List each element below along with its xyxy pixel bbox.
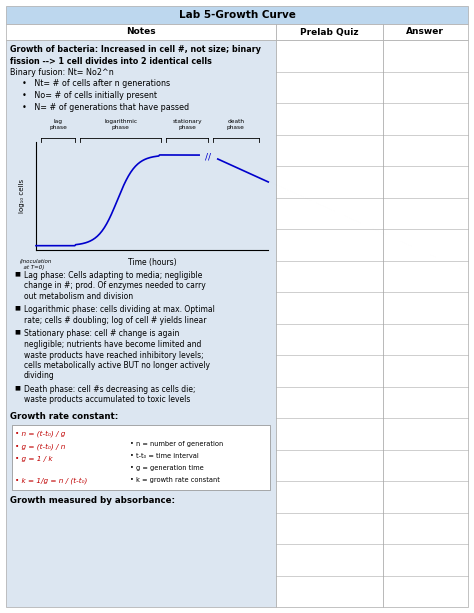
Text: •   N= # of generations that have passed: • N= # of generations that have passed xyxy=(22,102,189,112)
Text: stationary
phase: stationary phase xyxy=(172,119,202,130)
Bar xyxy=(383,40,468,607)
Text: Growth measured by absorbance:: Growth measured by absorbance: xyxy=(10,496,175,505)
Text: ■: ■ xyxy=(14,305,20,311)
Text: Answer: Answer xyxy=(406,28,444,37)
Bar xyxy=(6,40,276,607)
Text: change in #; prod. Of enzymes needed to carry: change in #; prod. Of enzymes needed to … xyxy=(24,281,206,291)
Text: ■: ■ xyxy=(14,385,20,390)
Text: Time (hours): Time (hours) xyxy=(128,258,176,267)
Bar xyxy=(6,24,276,40)
Text: • k = 1/g = n / (t-t₀): • k = 1/g = n / (t-t₀) xyxy=(15,477,87,484)
Text: Growth of bacteria: Increased in cell #, not size; binary: Growth of bacteria: Increased in cell #,… xyxy=(10,45,261,54)
Text: Notes: Notes xyxy=(127,28,156,37)
Bar xyxy=(12,425,270,490)
Bar xyxy=(276,24,383,40)
Text: out metabolism and division: out metabolism and division xyxy=(24,292,133,301)
Text: waste products have reached inhibitory levels;: waste products have reached inhibitory l… xyxy=(24,351,204,359)
Text: Stationary phase: cell # change is again: Stationary phase: cell # change is again xyxy=(24,330,179,338)
Text: negligible; nutrients have become limited and: negligible; nutrients have become limite… xyxy=(24,340,201,349)
Text: Growth rate constant:: Growth rate constant: xyxy=(10,412,118,421)
Text: • g = 1 / k: • g = 1 / k xyxy=(15,456,53,462)
Text: death
phase: death phase xyxy=(227,119,245,130)
Text: ■: ■ xyxy=(14,330,20,335)
Bar xyxy=(276,40,383,607)
Text: Prelab Quiz: Prelab Quiz xyxy=(300,28,359,37)
Text: Logarithmic phase: cells dividing at max. Optimal: Logarithmic phase: cells dividing at max… xyxy=(24,305,215,314)
Text: fission --> 1 cell divides into 2 identical cells: fission --> 1 cell divides into 2 identi… xyxy=(10,56,212,66)
Text: rate; cells # doubling; log of cell # yields linear: rate; cells # doubling; log of cell # yi… xyxy=(24,316,207,325)
Text: Death phase: cell #s decreasing as cells die;: Death phase: cell #s decreasing as cells… xyxy=(24,385,195,394)
Text: • n = number of generation: • n = number of generation xyxy=(130,441,224,447)
Text: (inoculation
  at T=0): (inoculation at T=0) xyxy=(20,259,52,270)
Text: Lag phase: Cells adapting to media; negligible: Lag phase: Cells adapting to media; negl… xyxy=(24,271,202,280)
Text: •   No= # of cells initially present: • No= # of cells initially present xyxy=(22,91,157,100)
Bar xyxy=(6,6,468,24)
Text: //: // xyxy=(205,153,211,162)
Text: logarithmic
phase: logarithmic phase xyxy=(104,119,137,130)
Text: Lab 5-Growth Curve: Lab 5-Growth Curve xyxy=(179,10,295,20)
Text: • t-t₀ = time interval: • t-t₀ = time interval xyxy=(130,453,199,459)
Text: waste products accumulated to toxic levels: waste products accumulated to toxic leve… xyxy=(24,395,191,405)
Text: • g = generation time: • g = generation time xyxy=(130,465,204,471)
Text: •   Nt= # of cells after n generations: • Nt= # of cells after n generations xyxy=(22,80,170,88)
Bar xyxy=(383,24,468,40)
Text: lag
phase: lag phase xyxy=(49,119,67,130)
Text: • g = (t-t₀) / n: • g = (t-t₀) / n xyxy=(15,443,65,449)
Text: dividing: dividing xyxy=(24,371,55,381)
Text: • n = (t-t₀) / g: • n = (t-t₀) / g xyxy=(15,430,65,436)
Text: cells metabolically active BUT no longer actively: cells metabolically active BUT no longer… xyxy=(24,361,210,370)
Text: ■: ■ xyxy=(14,271,20,276)
Text: log₁₀ cells: log₁₀ cells xyxy=(19,179,25,213)
Text: Binary fusion: Nt= No2^n: Binary fusion: Nt= No2^n xyxy=(10,68,114,77)
Text: • k = growth rate constant: • k = growth rate constant xyxy=(130,477,220,483)
